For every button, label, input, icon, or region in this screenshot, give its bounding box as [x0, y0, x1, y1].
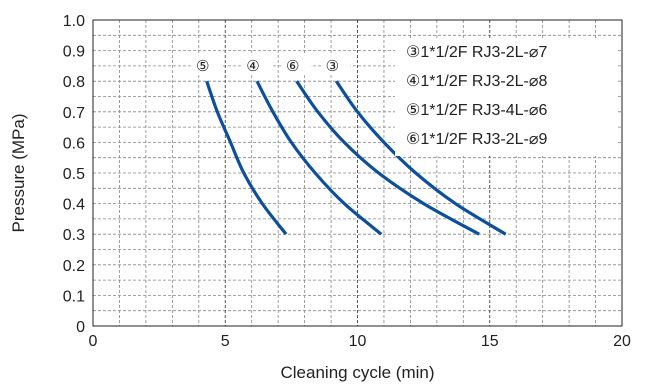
- series-marker-label: ③: [326, 57, 339, 75]
- series-marker-bg: [242, 55, 271, 76]
- plot-frame: [92, 19, 623, 327]
- y-tick-label: 0.3: [63, 227, 85, 244]
- series-marker-label: ④: [246, 57, 259, 75]
- x-tick-label: 0: [89, 333, 98, 350]
- series-line: [335, 80, 507, 236]
- y-tick-label: 1.0: [63, 13, 85, 30]
- x-tick-label: 10: [349, 333, 367, 350]
- y-tick-label: 0.2: [63, 258, 85, 275]
- y-tick-label: 0.6: [63, 135, 85, 152]
- legend: ③1*1/2F RJ3-2L-⌀7 ④1*1/2F RJ3-2L-⌀8 ⑤1*1/2…: [395, 38, 617, 156]
- series-markers: ⑤ ④ ⑥ ③: [192, 55, 351, 76]
- series-line: [255, 80, 383, 236]
- series-marker-bg: [192, 55, 221, 76]
- legend-background: [395, 38, 617, 156]
- series-line: [205, 80, 288, 236]
- y-tick-label: 0.1: [63, 288, 85, 305]
- series-marker: ③: [322, 55, 351, 76]
- x-tick-label: 20: [613, 333, 631, 350]
- series-marker-bg: [322, 55, 351, 76]
- series-line: [295, 80, 480, 236]
- x-tick-label: 5: [221, 333, 230, 350]
- axis-ticks: 0 0.1 0.2 0.3 0.4 0.5 0.6 0.7 0.8 0.9 1.0 0 5 10 15 20: [63, 13, 631, 350]
- x-axis-title: Cleaning cycle (min): [281, 363, 435, 382]
- y-tick-label: 0.4: [63, 197, 85, 214]
- y-axis-title: Pressure (MPa): [9, 113, 28, 232]
- y-tick-label: 0: [76, 319, 85, 336]
- series-marker: ⑤: [192, 55, 221, 76]
- series-marker-label: ⑤: [196, 57, 209, 75]
- legend-entry: ③1*1/2F RJ3-2L-⌀7: [406, 44, 547, 61]
- y-tick-label: 0.5: [63, 166, 85, 183]
- legend-entry: ⑥1*1/2F RJ3-2L-⌀9: [406, 131, 547, 148]
- legend-entry: ④1*1/2F RJ3-2L-⌀8: [406, 73, 547, 90]
- series-marker-bg: [282, 55, 311, 76]
- series-marker-label: ⑥: [286, 57, 299, 75]
- y-tick-label: 0.9: [63, 44, 85, 61]
- series-marker: ④: [242, 55, 271, 76]
- series-marker: ⑥: [282, 55, 311, 76]
- legend-entry: ⑤1*1/2F RJ3-4L-⌀6: [406, 102, 547, 119]
- x-tick-label: 15: [481, 333, 499, 350]
- y-tick-label: 0.7: [63, 105, 85, 122]
- series-lines: [205, 80, 507, 236]
- y-tick-label: 0.8: [63, 74, 85, 91]
